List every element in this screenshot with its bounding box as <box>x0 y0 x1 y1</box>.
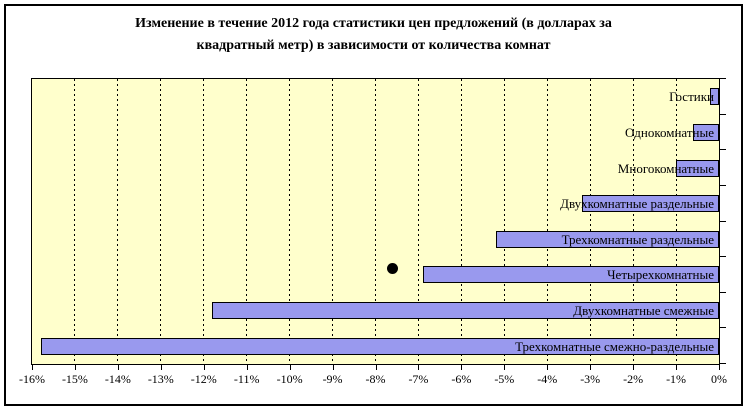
category-axis-tick <box>720 113 726 115</box>
gridline <box>332 79 334 364</box>
plot-area: Гостики Однокомнатные Многокомнатные Двухко… <box>31 78 720 365</box>
chart-title-line-2: квадратный метр) в зависимости от количе… <box>196 38 551 53</box>
x-axis-tick <box>203 365 205 370</box>
category-label: Двухкомнатные смежные <box>573 303 714 319</box>
x-axis-tick <box>504 365 506 370</box>
x-axis-tick-label: -12% <box>190 372 217 386</box>
x-axis-tick-label: -1% <box>666 372 687 386</box>
category-axis-tick <box>720 78 726 79</box>
category-axis-tick <box>720 327 726 329</box>
category-label: Гостики <box>669 89 714 105</box>
x-axis-tick-label: -5% <box>494 372 515 386</box>
bar-7 <box>212 302 719 320</box>
gridline <box>203 79 205 364</box>
gridline <box>632 79 634 364</box>
category-axis-tick <box>720 220 726 222</box>
chart-title: Изменение в течение 2012 года статистики… <box>10 13 737 57</box>
x-axis-tick-label: 0% <box>711 372 727 386</box>
category-label: Трехкомнатные смежно-раздельные <box>515 338 714 354</box>
x-axis-tick <box>676 365 678 370</box>
category-label: Многокомнатные <box>617 160 714 176</box>
x-axis-tick <box>547 365 549 370</box>
x-axis-tick <box>375 365 377 370</box>
gridline <box>289 79 291 364</box>
x-axis-tick-label: -13% <box>147 372 174 386</box>
x-axis-tick-label: -7% <box>408 372 429 386</box>
x-axis-tick-label: -10% <box>276 372 303 386</box>
x-axis-tick <box>590 365 592 370</box>
gridline <box>375 79 376 364</box>
x-axis-tick <box>74 365 76 370</box>
gridline <box>503 79 505 364</box>
gridline <box>675 79 677 364</box>
gridline <box>246 79 248 364</box>
gridline <box>589 79 591 364</box>
bar-2 <box>693 123 719 141</box>
bar-3 <box>676 159 719 177</box>
gridline <box>546 79 548 364</box>
bar-4 <box>581 195 719 213</box>
category-axis-tick <box>720 184 726 186</box>
gridline <box>417 79 419 364</box>
x-axis-tick <box>32 365 33 370</box>
x-axis-tick <box>332 365 334 370</box>
x-axis-tick <box>418 365 420 370</box>
x-axis-tick-label: -11% <box>233 372 260 386</box>
gridline <box>460 79 462 364</box>
x-axis-tick <box>633 365 635 370</box>
bar-8 <box>40 337 719 355</box>
x-axis-tick-label: -9% <box>322 372 343 386</box>
x-axis-tick <box>461 365 463 370</box>
gridline <box>160 79 162 364</box>
x-axis-tick-label: -16% <box>19 372 45 386</box>
x-axis-tick-label: -4% <box>537 372 558 386</box>
category-label: Четырехкомнатные <box>607 267 714 283</box>
x-axis-tick <box>719 365 720 370</box>
category-axis-tick <box>720 149 726 151</box>
bar-1 <box>710 88 719 106</box>
x-axis-tick-label: -8% <box>365 372 386 386</box>
category-label: Двухкомнатные раздельные <box>560 196 714 212</box>
bar-6 <box>422 266 719 284</box>
x-axis-tick <box>160 365 162 370</box>
chart-title-line-1: Изменение в течение 2012 года статистики… <box>135 16 612 31</box>
x-axis-tick <box>246 365 248 370</box>
x-axis-tick <box>117 365 119 370</box>
category-axis-tick <box>720 256 726 258</box>
x-axis-tick-label: -2% <box>623 372 644 386</box>
x-axis-tick-label: -3% <box>580 372 601 386</box>
x-axis-tick <box>289 365 291 370</box>
category-axis-tick <box>720 363 726 364</box>
marker-dot <box>387 263 399 275</box>
gridline <box>117 79 119 364</box>
gridline <box>74 79 76 364</box>
x-axis-tick-label: -6% <box>451 372 472 386</box>
category-label: Однокомнатные <box>625 124 714 140</box>
category-label: Трехкомнатные раздельные <box>561 231 714 247</box>
x-axis-tick-label: -15% <box>61 372 88 386</box>
category-axis-tick <box>720 291 726 293</box>
bar-5 <box>495 230 719 248</box>
x-axis-tick-label: -14% <box>104 372 131 386</box>
